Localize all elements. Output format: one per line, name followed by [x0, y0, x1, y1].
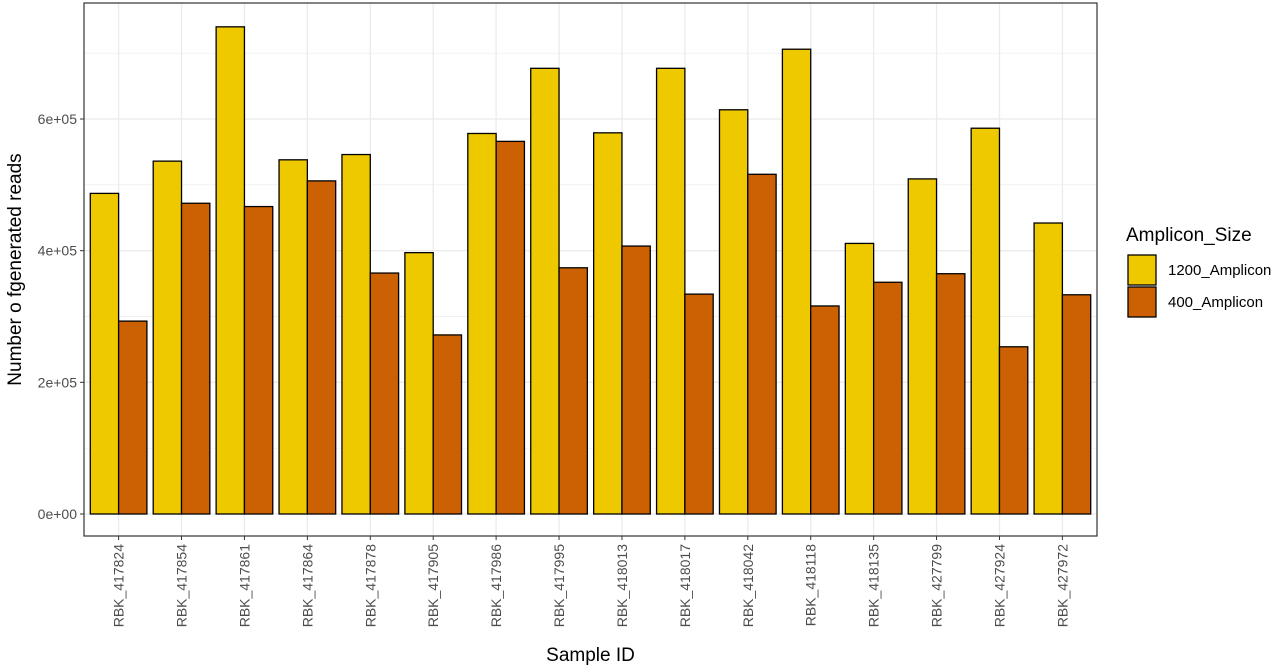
bar-1200_Amplicon-RBK_427924	[970, 127, 1001, 515]
x-tick-label: RBK_417861	[236, 544, 252, 628]
x-tick-label: RBK_427924	[991, 544, 1007, 628]
bar-400_Amplicon-RBK_427924	[998, 346, 1029, 515]
bar-1200_Amplicon-RBK_417878	[341, 153, 371, 515]
bar-1200_Amplicon-RBK_427972	[1033, 222, 1064, 515]
x-tick-label: RBK_417995	[551, 544, 567, 628]
bar-1200_Amplicon-RBK_418118	[781, 48, 812, 515]
plot-panel-border	[83, 2, 1098, 537]
x-tick-label: RBK_418042	[740, 544, 756, 628]
bar-1200_Amplicon-RBK_417905	[404, 251, 434, 515]
bar-400_Amplicon-RBK_418118	[810, 305, 840, 515]
x-tick-label: RBK_417986	[488, 544, 504, 628]
bar-400_Amplicon-RBK_417854	[180, 202, 211, 515]
bar-400_Amplicon-RBK_427972	[1061, 294, 1092, 515]
bar-1200_Amplicon-RBK_427799	[907, 178, 938, 515]
bar-400_Amplicon-RBK_417995	[558, 267, 589, 515]
x-axis: RBK_417824 RBK_417854 RBK_417861 RBK_417864…	[111, 536, 1070, 628]
bars	[89, 26, 1092, 515]
bar-1200_Amplicon-RBK_417824	[89, 192, 120, 515]
bar-400_Amplicon-RBK_417864	[306, 180, 337, 515]
bar-400_Amplicon-RBK_417878	[369, 272, 400, 515]
x-tick-label: RBK_418013	[614, 544, 630, 628]
y-tick-label: 0e+00	[38, 506, 78, 522]
bar-400_Amplicon-RBK_417905	[432, 334, 463, 515]
legend-label-1200_Amplicon: 1200_Amplicon	[1168, 262, 1271, 279]
x-tick-label: RBK_417905	[425, 544, 441, 628]
bar-400_Amplicon-RBK_417986	[495, 140, 526, 515]
x-tick-label: RBK_418135	[866, 544, 882, 628]
legend-title: Amplicon_Size	[1126, 225, 1252, 246]
bar-400_Amplicon-RBK_418017	[684, 293, 714, 515]
bar-1200_Amplicon-RBK_418042	[718, 109, 749, 515]
legend-key-400_Amplicon	[1127, 286, 1157, 318]
bar-400_Amplicon-RBK_418013	[621, 245, 651, 515]
legend-label-400_Amplicon: 400_Amplicon	[1168, 294, 1263, 311]
bar-1200_Amplicon-RBK_418135	[844, 242, 875, 515]
y-tick-label: 4e+05	[38, 243, 78, 259]
legend-key-1200_Amplicon	[1127, 254, 1157, 286]
bar-400_Amplicon-RBK_418042	[747, 173, 777, 515]
x-axis-title: Sample ID	[546, 645, 635, 666]
bar-1200_Amplicon-RBK_418017	[655, 67, 686, 515]
bar-400_Amplicon-RBK_427799	[935, 273, 966, 515]
bar-1200_Amplicon-RBK_417995	[530, 67, 560, 515]
x-tick-label: RBK_417864	[299, 544, 315, 628]
y-tick-label: 6e+05	[38, 111, 78, 127]
x-tick-label: RBK_427972	[1054, 544, 1070, 628]
x-tick-label: RBK_418118	[803, 544, 819, 626]
bar-400_Amplicon-RBK_417824	[117, 320, 148, 515]
bar-1200_Amplicon-RBK_417986	[467, 132, 497, 515]
bar-1200_Amplicon-RBK_418013	[592, 132, 623, 515]
x-tick-label: RBK_418017	[677, 544, 693, 628]
bar-400_Amplicon-RBK_417861	[243, 205, 274, 515]
bar-1200_Amplicon-RBK_417864	[278, 159, 309, 515]
x-tick-label: RBK_417824	[111, 544, 127, 628]
y-axis: 0e+00 2e+05 4e+05 6e+05	[38, 111, 84, 522]
y-tick-label: 2e+05	[38, 374, 78, 390]
bar-400_Amplicon-RBK_418135	[872, 281, 903, 515]
legend: Amplicon_Size 1200_Amplicon 400_Amplicon	[1126, 225, 1271, 318]
x-tick-label: RBK_417854	[174, 544, 190, 628]
bar-1200_Amplicon-RBK_417861	[215, 26, 246, 515]
y-axis-title: Number o fgenerated reads	[5, 153, 26, 385]
x-tick-label: RBK_417878	[362, 544, 378, 628]
x-tick-label: RBK_427799	[929, 544, 945, 628]
bar-1200_Amplicon-RBK_417854	[152, 160, 183, 515]
